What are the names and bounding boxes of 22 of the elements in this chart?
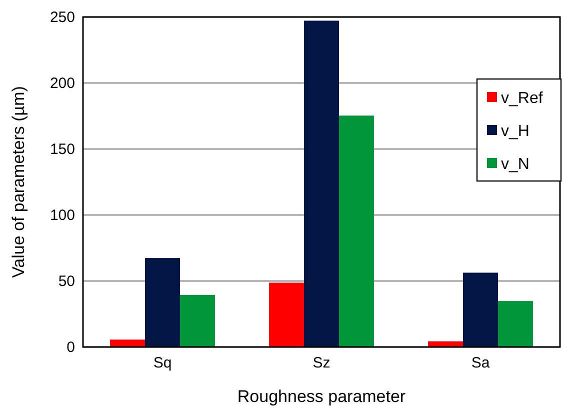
x-tick-label: Sz	[312, 354, 330, 372]
bar	[338, 116, 374, 347]
bar	[304, 20, 339, 347]
bar	[145, 258, 180, 347]
y-tick-label: 100	[50, 206, 75, 224]
y-tick-label: 0	[66, 338, 75, 356]
legend-label: v_H	[501, 123, 530, 140]
bar	[269, 282, 304, 347]
y-tick-label: 50	[58, 272, 75, 290]
y-axis-title: Value of parameters (µm)	[9, 86, 28, 278]
x-tick-label: Sa	[471, 354, 490, 372]
bar	[498, 301, 533, 347]
y-tick-label: 250	[50, 8, 75, 26]
legend-label: v_Ref	[501, 90, 544, 107]
bar	[180, 294, 215, 347]
x-axis-title: Roughness parameter	[237, 387, 406, 406]
bar	[110, 340, 146, 347]
y-tick-label: 150	[50, 140, 75, 158]
bar	[463, 272, 498, 347]
y-tick-label: 200	[50, 74, 75, 92]
x-tick-label: Sq	[153, 354, 172, 372]
legend-label: v_N	[501, 156, 530, 173]
